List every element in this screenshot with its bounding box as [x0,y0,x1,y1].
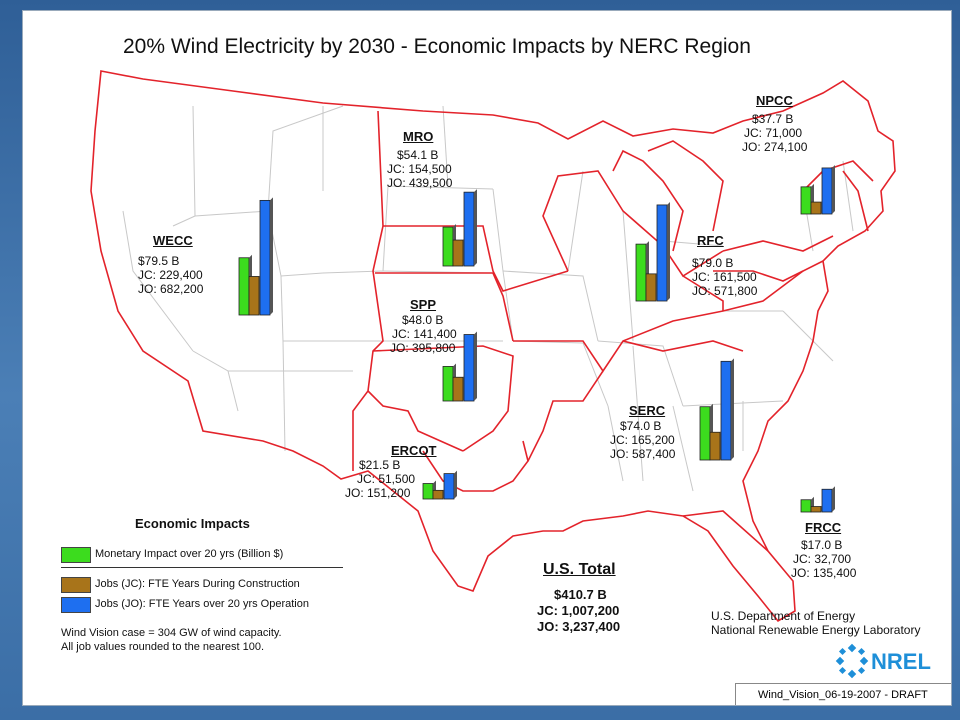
bar-operation-rfc [656,204,668,302]
region-jc: JC: 141,400 [392,327,457,341]
page-title: 20% Wind Electricity by 2030 - Economic … [123,35,751,58]
legend-divider [61,567,343,568]
region-name: WECC [153,233,193,248]
region-monetary: $74.0 B [620,419,662,433]
bar-operation-mro-side [474,189,477,266]
region-name: ERCOT [391,443,437,458]
nrel-logo: NREL [835,643,931,679]
region-monetary: $79.5 B [138,254,180,268]
bar-construction-mro [452,239,464,267]
region-label-ercot: ERCOT $21.5 B JC: 51,500 JO: 151,200 [345,443,437,500]
region-name: FRCC [805,520,842,535]
region-jc: JC: 161,500 [692,270,757,284]
bar-monetary-npcc [800,186,812,215]
region-label-rfc: RFC $79.0 B JC: 161,500 JO: 571,800 [692,233,757,298]
bar-monetary-serc [699,406,711,461]
legend-note-capacity: Wind Vision case = 304 GW of wind capaci… [61,627,282,639]
region-monetary: $21.5 B [359,458,401,472]
bar-operation-rfc-side [667,201,670,301]
bar-operation-wecc [259,199,271,316]
region-label-frcc: FRCC $17.0 B JC: 32,700 JO: 135,400 [791,520,856,580]
region-jo: JO: 151,200 [345,486,411,500]
region-jc: JC: 51,500 [357,472,416,486]
region-jo: JO: 439,500 [387,176,453,190]
region-name: NPCC [756,93,793,108]
bar-operation-ercot-side [454,470,457,499]
legend-swatch-construction [61,577,91,593]
region-jo: JO: 682,200 [138,282,204,296]
region-label-wecc: WECC $79.5 B JC: 229,400 JO: 682,200 [138,233,203,296]
region-label-spp: SPP $48.0 B JC: 141,400 JO: 395,800 [390,297,457,355]
bar-operation-wecc-side [270,197,273,315]
legend-swatch-operation [61,597,91,613]
bar-operation-frcc [821,488,833,513]
legend-label-monetary: Monetary Impact over 20 yrs (Billion $) [95,548,284,560]
bar-construction-frcc [810,506,822,513]
slide: 20% Wind Electricity by 2030 - Economic … [22,10,952,706]
bar-monetary-mro [442,226,454,267]
bar-construction-rfc [645,273,657,302]
us-map [90,70,896,623]
bar-operation-serc [720,360,732,461]
bar-construction-wecc [248,276,260,316]
bar-monetary-rfc [635,243,647,302]
region-jo: JO: 587,400 [610,447,676,461]
region-bars [238,164,835,513]
region-name: RFC [697,233,724,248]
region-jo: JO: 395,800 [390,341,456,355]
bar-operation-mro [463,191,475,267]
region-name: MRO [403,129,434,144]
bar-operation-npcc [821,167,833,215]
legend-label-construction: Jobs (JC): FTE Years During Construction [95,578,300,590]
legend-title: Economic Impacts [135,516,250,531]
region-name: SPP [410,297,437,312]
bar-operation-ercot [443,473,455,500]
region-jo: JO: 135,400 [791,566,857,580]
bar-monetary-wecc [238,257,250,316]
bar-monetary-frcc [800,499,812,513]
bar-construction-serc [709,431,721,461]
bar-operation-spp [463,334,475,402]
region-jc: JC: 165,200 [610,433,675,447]
region-jc: JC: 154,500 [387,162,452,176]
bar-construction-spp [452,376,464,402]
region-monetary: $48.0 B [402,313,444,327]
us-total-jc: JC: 1,007,200 [537,603,620,618]
us-total-title: U.S. Total [543,561,616,578]
agency-nrel: National Renewable Energy Laboratory [711,623,921,637]
us-total-monetary: $410.7 B [554,587,607,602]
region-jc: JC: 71,000 [744,126,803,140]
region-monetary: $54.1 B [397,148,439,162]
bar-operation-spp-side [474,331,477,401]
bar-monetary-spp [442,366,454,402]
region-name: SERC [629,403,666,418]
region-label-npcc: NPCC $37.7 B JC: 71,000 JO: 274,100 [742,93,807,154]
footer-label: Wind_Vision_06-19-2007 - DRAFT [735,683,951,705]
legend-label-operation: Jobs (JO): FTE Years over 20 yrs Operati… [95,598,309,610]
region-monetary: $17.0 B [801,538,843,552]
region-monetary: $79.0 B [692,256,734,270]
us-total-jo: JO: 3,237,400 [537,619,621,634]
legend-swatch-monetary [61,547,91,563]
bar-operation-npcc-side [832,164,835,214]
bar-construction-npcc [810,201,822,215]
region-monetary: $37.7 B [752,112,794,126]
region-jc: JC: 32,700 [793,552,852,566]
bar-operation-frcc-side [832,486,835,512]
region-label-serc: SERC $74.0 B JC: 165,200 JO: 587,400 [610,403,675,461]
bar-operation-serc-side [731,358,734,460]
svg-text:NREL: NREL [871,649,931,674]
region-jc: JC: 229,400 [138,268,203,282]
region-jo: JO: 571,800 [692,284,758,298]
legend-note-rounding: All job values rounded to the nearest 10… [61,641,265,653]
state-borders [122,105,854,492]
agency-doe: U.S. Department of Energy [711,609,856,623]
nerc-region-borders [90,70,896,623]
region-label-mro: MRO $54.1 B JC: 154,500 JO: 439,500 [387,129,452,190]
region-jo: JO: 274,100 [742,140,808,154]
